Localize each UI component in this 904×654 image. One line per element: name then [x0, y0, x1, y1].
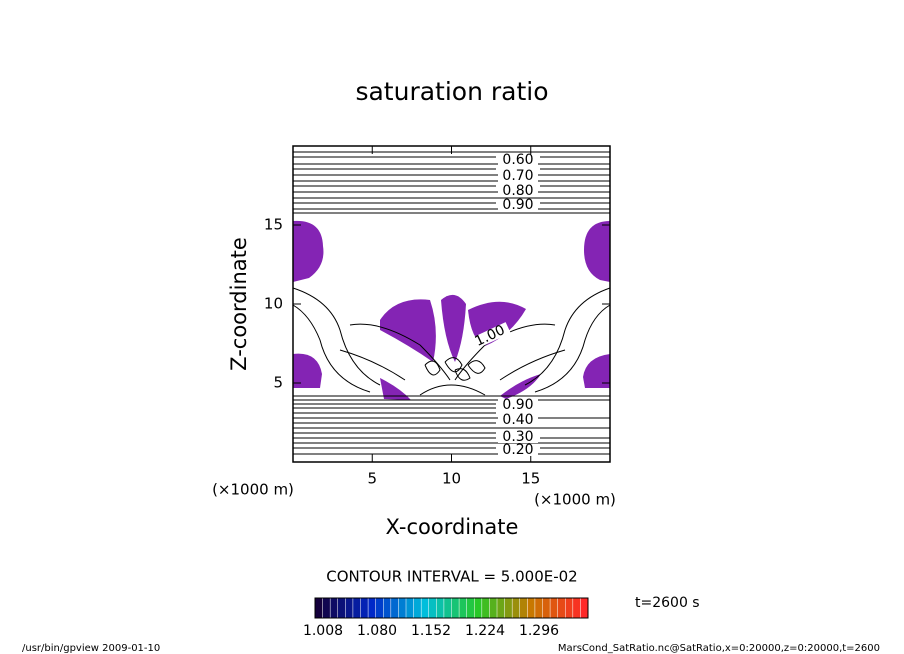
- colorbar-tick-label: 1.296: [519, 623, 559, 639]
- colorbar-cell: [406, 598, 414, 618]
- colorbar-cell: [428, 598, 437, 618]
- colorbar-cell: [436, 598, 444, 618]
- y-axis-label: Z-coordinate: [227, 237, 251, 371]
- colorbar-cell: [443, 598, 452, 618]
- colorbar-cell: [489, 598, 497, 618]
- x-tick-label: 15: [521, 470, 540, 488]
- contour-lines: [292, 151, 611, 455]
- contour-label: 0.70: [502, 168, 533, 184]
- footer-left: /usr/bin/gpview 2009-01-10: [22, 643, 160, 654]
- colorbar-cell: [330, 598, 338, 618]
- colorbar-tick-label: 1.224: [465, 623, 505, 639]
- colorbar-cell: [542, 598, 551, 618]
- contour-line: [292, 304, 611, 393]
- contour-label: 0.20: [502, 442, 533, 458]
- contour-label: 0.60: [502, 152, 533, 168]
- contour-label: 0.90: [502, 197, 533, 213]
- colorbar-cell: [383, 598, 391, 618]
- time-label: t=2600 s: [635, 595, 700, 611]
- contour-line: [424, 357, 486, 381]
- contour-label-bg: [498, 170, 538, 182]
- y-tick-label: 10: [264, 295, 283, 313]
- colorbar-cell: [352, 598, 361, 618]
- colorbar-cell: [481, 598, 490, 618]
- filled-region: [584, 221, 610, 282]
- colorbar-cell: [451, 598, 460, 618]
- colorbar-cell: [322, 598, 331, 618]
- colorbar-cell: [337, 598, 346, 618]
- footer-right: MarsCond_SatRatio.nc@SatRatio,x=0:20000,…: [558, 643, 880, 654]
- contour-label: 0.80: [502, 183, 533, 199]
- colorbar-cell: [550, 598, 558, 618]
- x-axis-label: X-coordinate: [386, 515, 519, 539]
- contour-line: [292, 287, 611, 386]
- contour-line: [339, 349, 566, 396]
- colorbar-cell: [497, 598, 505, 618]
- x-unit-label: (×1000 m): [212, 481, 294, 499]
- y-tick-label: 15: [264, 216, 283, 234]
- colorbar-cell: [504, 598, 513, 618]
- colorbar-cell: [527, 598, 535, 618]
- colorbar-cell: [466, 598, 475, 618]
- contour-label-bg: [498, 399, 538, 411]
- colorbar-cell: [519, 598, 528, 618]
- colorbar-tick-label: 1.152: [411, 623, 451, 639]
- colorbar-cell: [315, 598, 323, 618]
- contour-label-bg: [498, 185, 538, 197]
- contour-line: [349, 323, 556, 381]
- filled-region: [441, 294, 466, 362]
- colorbar-cell: [557, 598, 566, 618]
- colorbar-cell: [474, 598, 482, 618]
- colorbar-tick-label: 1.080: [357, 623, 397, 639]
- colorbar-cell: [375, 598, 384, 618]
- colorbar-frame: [314, 597, 589, 619]
- colorbar: 1.008 1.080 1.152 1.224 1.296: [303, 598, 588, 639]
- filled-region: [293, 220, 324, 282]
- colorbar-cell: [565, 598, 573, 618]
- contour-label-bg: [498, 414, 538, 426]
- contour-label-bg: [498, 444, 538, 456]
- colorbar-cell: [534, 598, 543, 618]
- colorbar-cell: [368, 598, 376, 618]
- colorbar-cell: [345, 598, 353, 618]
- x-tick-label: 10: [442, 470, 461, 488]
- colorbar-cell: [413, 598, 422, 618]
- colorbar-cell: [360, 598, 369, 618]
- filled-region: [583, 354, 610, 388]
- contour-label: 0.30: [502, 429, 533, 445]
- axes: 5 10 15 5 10 15: [264, 146, 610, 488]
- contour-label-bg: [469, 322, 511, 350]
- colorbar-tick-label: 1.008: [303, 623, 343, 639]
- filled-region: [500, 374, 541, 399]
- colorbar-cell: [390, 598, 399, 618]
- y-tick-label: 5: [273, 374, 283, 392]
- filled-region: [293, 353, 322, 388]
- colorbar-cell: [580, 598, 588, 618]
- x-tick-label: 5: [367, 470, 377, 488]
- x-unit-label: (×1000 m): [534, 491, 616, 509]
- colorbar-cell: [512, 598, 520, 618]
- contour-label-bg: [498, 154, 538, 166]
- contour-line: [293, 395, 610, 455]
- contour-label: 0.90: [502, 397, 533, 413]
- colorbar-cell: [421, 598, 429, 618]
- colorbar-cell: [459, 598, 467, 618]
- filled-region: [380, 378, 411, 400]
- contour-label-bg: [498, 431, 538, 443]
- contour-interval: CONTOUR INTERVAL = 5.000E-02: [326, 568, 577, 586]
- chart-title: saturation ratio: [355, 77, 548, 106]
- contour-label: 0.40: [502, 412, 533, 428]
- contour-label-bg: [498, 199, 538, 211]
- colorbar-cell: [572, 598, 581, 618]
- colorbar-cell: [398, 598, 406, 618]
- filled-regions: [293, 220, 610, 400]
